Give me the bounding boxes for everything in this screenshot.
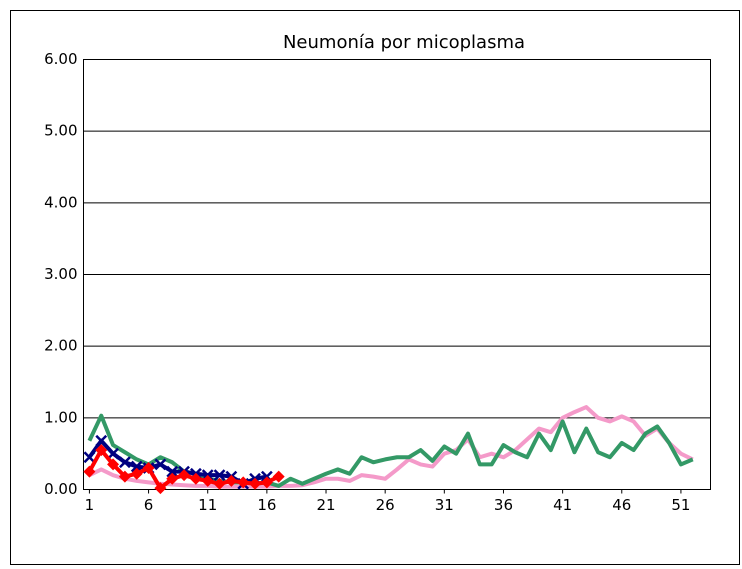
- x-tick-label: 51: [671, 496, 690, 514]
- marker: [130, 467, 143, 480]
- marker: [201, 474, 214, 487]
- x-tick-label: 41: [553, 496, 572, 514]
- y-tick-label: 5.00: [44, 122, 77, 140]
- marker: [189, 472, 202, 485]
- marker: [272, 470, 285, 483]
- marker: [225, 474, 238, 487]
- marker: [142, 462, 155, 474]
- x-tick-label: 31: [435, 496, 454, 514]
- chart-title: Neumonía por micoplasma: [283, 32, 525, 53]
- marker: [154, 482, 167, 495]
- marker: [249, 477, 262, 490]
- y-tick-label: 0.00: [44, 480, 77, 498]
- x-tick-label: 46: [612, 496, 631, 514]
- y-tick-label: 2.00: [44, 337, 77, 355]
- marker: [118, 470, 131, 483]
- marker: [154, 458, 167, 471]
- marker: [107, 447, 119, 460]
- x-tick-label: 6: [144, 496, 154, 514]
- y-tick-label: 4.00: [44, 193, 77, 211]
- marker: [213, 477, 226, 490]
- marker: [95, 434, 108, 447]
- marker: [107, 458, 120, 471]
- y-tick-label: 1.00: [44, 408, 77, 426]
- marker: [178, 469, 191, 482]
- marker: [237, 476, 250, 489]
- marker: [166, 472, 179, 485]
- y-tick-label: 3.00: [44, 265, 77, 283]
- x-tick-label: 36: [494, 496, 513, 514]
- x-tick-label: 16: [257, 496, 276, 514]
- x-tick-label: 21: [316, 496, 335, 514]
- marker: [95, 444, 108, 457]
- marker: [119, 456, 131, 469]
- marker: [83, 465, 96, 478]
- marker: [83, 451, 96, 464]
- marker: [166, 465, 179, 478]
- y-tick-label: 6.00: [44, 50, 77, 68]
- x-tick-label: 1: [85, 496, 95, 514]
- marker: [213, 469, 226, 482]
- x-tick-label: 11: [198, 496, 217, 514]
- series-line: [88, 405, 694, 489]
- marker: [260, 476, 273, 489]
- x-tick-label: 26: [376, 496, 395, 514]
